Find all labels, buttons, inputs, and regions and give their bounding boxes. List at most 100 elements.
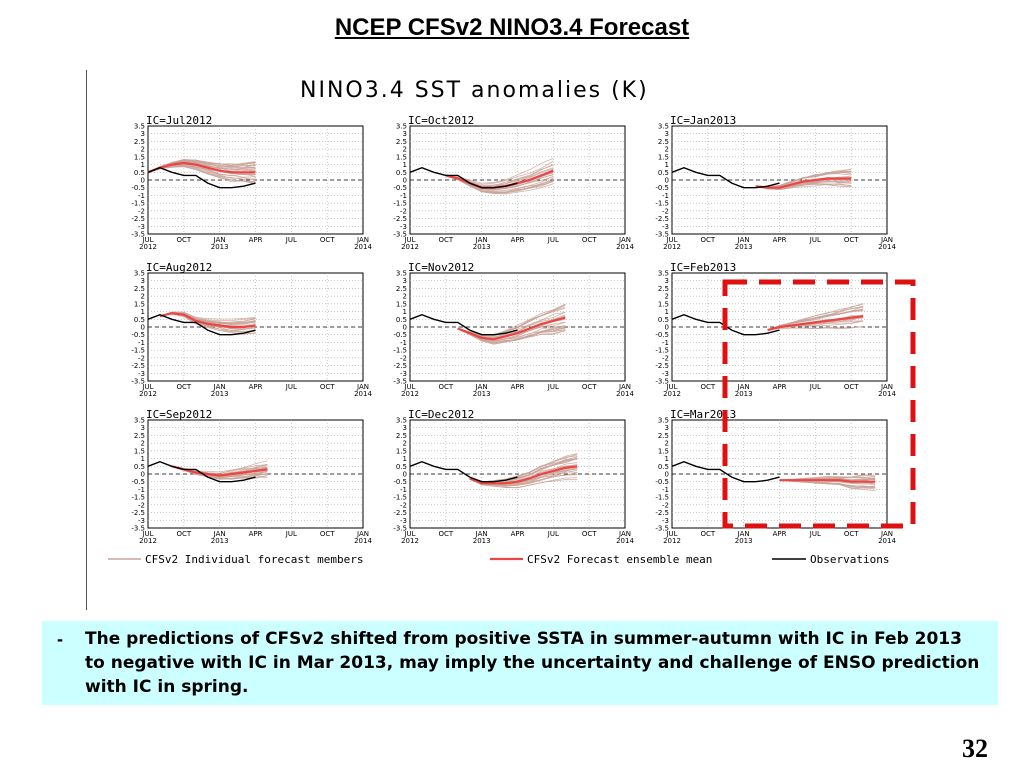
y-tick-label: 0	[403, 177, 407, 185]
x-tick-label: JUL	[547, 236, 559, 244]
y-tick-label: 2.5	[658, 138, 669, 146]
x-tick-year: 2013	[211, 390, 229, 398]
y-tick-label: 2	[665, 293, 669, 301]
y-tick-label: -3	[662, 517, 669, 525]
y-tick-label: 2	[665, 146, 669, 154]
y-tick-label: -1.5	[131, 347, 145, 355]
x-tick-label: JUL	[665, 383, 677, 391]
y-tick-label: -1.5	[131, 494, 145, 502]
forecast-member-line	[767, 305, 864, 331]
y-tick-label: 2.5	[658, 432, 669, 440]
y-tick-label: 1	[141, 161, 145, 169]
x-tick-label: JAN	[356, 530, 369, 538]
x-tick-label: JAN	[880, 530, 893, 538]
legend: CFSv2 Individual forecast members CFSv2 F…	[108, 553, 889, 566]
x-tick-label: JUL	[141, 530, 153, 538]
x-tick-label: OCT	[700, 236, 715, 244]
panel-title: IC=Oct2012	[408, 114, 474, 127]
y-tick-label: -3	[400, 370, 407, 378]
y-tick-label: -2	[400, 501, 407, 509]
x-tick-year: 2013	[473, 390, 491, 398]
x-tick-label: APR	[773, 236, 787, 244]
page-number: 32	[962, 734, 988, 763]
observations-line	[147, 313, 256, 336]
x-tick-label: JUL	[665, 530, 677, 538]
panel-title: IC=Feb2013	[670, 261, 736, 274]
y-tick-label: -2	[138, 207, 145, 215]
legend-label: CFSv2 Individual forecast members	[145, 553, 364, 566]
x-tick-label: JUL	[403, 530, 415, 538]
y-tick-label: 3.5	[134, 417, 145, 425]
y-tick-label: 1	[403, 455, 407, 463]
y-tick-label: 1.5	[134, 300, 145, 308]
y-tick-label: -0.5	[131, 478, 145, 486]
x-tick-label: JUL	[403, 383, 415, 391]
y-tick-label: 3	[403, 424, 407, 432]
y-tick-label: 2.5	[134, 138, 145, 146]
x-tick-label: OCT	[438, 236, 453, 244]
y-tick-label: -1.5	[655, 200, 669, 208]
y-tick-label: -1	[400, 192, 407, 200]
y-tick-label: -1	[138, 192, 145, 200]
y-tick-label: 0.5	[396, 169, 407, 177]
y-tick-label: 2	[403, 293, 407, 301]
x-tick-label: OCT	[582, 383, 597, 391]
y-tick-label: 0.5	[658, 169, 669, 177]
forecast-member-line	[457, 328, 566, 345]
x-tick-year: 2014	[878, 390, 896, 398]
x-tick-label: OCT	[320, 236, 335, 244]
y-tick-label: 1	[141, 455, 145, 463]
y-tick-label: 2.5	[396, 138, 407, 146]
y-tick-label: -3	[662, 223, 669, 231]
y-tick-label: 1.5	[396, 300, 407, 308]
observations-line	[147, 460, 256, 483]
y-tick-label: 1	[403, 161, 407, 169]
y-tick-label: -3.5	[131, 231, 145, 239]
x-tick-label: OCT	[438, 530, 453, 538]
y-tick-label: -2	[400, 207, 407, 215]
observations-line	[147, 166, 256, 189]
x-tick-label: OCT	[844, 383, 859, 391]
y-tick-label: -1	[662, 192, 669, 200]
x-tick-label: JAN	[475, 236, 488, 244]
y-tick-label: -3.5	[655, 378, 669, 386]
forecast-panel: IC=Feb20133.532.521.510.50-0.5-1-1.5-2-2…	[655, 261, 896, 398]
x-tick-label: APR	[249, 530, 263, 538]
panel-title: IC=Jul2012	[146, 114, 212, 127]
x-tick-year: 2014	[616, 243, 634, 251]
x-tick-year: 2013	[211, 537, 229, 545]
y-tick-label: 3	[403, 277, 407, 285]
y-tick-label: 0.5	[134, 463, 145, 471]
x-tick-label: JUL	[285, 236, 297, 244]
x-tick-label: JUL	[285, 530, 297, 538]
x-tick-year: 2013	[473, 537, 491, 545]
y-tick-label: -3.5	[393, 525, 407, 533]
x-tick-label: JAN	[737, 530, 750, 538]
x-tick-year: 2014	[878, 243, 896, 251]
x-tick-label: JUL	[809, 383, 821, 391]
y-tick-label: 3.5	[396, 123, 407, 131]
x-tick-year: 2014	[616, 537, 634, 545]
y-tick-label: 1.5	[396, 447, 407, 455]
y-tick-label: 3	[141, 130, 145, 138]
y-tick-label: 3.5	[396, 270, 407, 278]
x-tick-year: 2013	[735, 243, 753, 251]
y-tick-label: 1.5	[658, 447, 669, 455]
x-tick-year: 2013	[473, 243, 491, 251]
y-tick-label: -2.5	[131, 362, 145, 370]
ensemble-mean-line	[171, 465, 268, 477]
forecast-member-line	[457, 326, 566, 344]
observations-line	[409, 166, 518, 189]
slide-title: NCEP CFSv2 NINO3.4 Forecast	[334, 14, 690, 41]
ensemble-mean-line	[767, 315, 864, 332]
y-tick-label: 1.5	[134, 153, 145, 161]
x-tick-label: JAN	[618, 530, 631, 538]
y-tick-label: 2.5	[396, 432, 407, 440]
observations-line	[409, 313, 518, 336]
y-tick-label: 0	[665, 471, 669, 479]
x-tick-label: APR	[773, 530, 787, 538]
y-tick-label: -3	[662, 370, 669, 378]
forecast-panel: IC=Mar20133.532.521.510.50-0.5-1-1.5-2-2…	[655, 408, 896, 545]
forecast-panel: IC=Jan20133.532.521.510.50-0.5-1-1.5-2-2…	[655, 114, 896, 251]
y-tick-label: -2	[400, 354, 407, 362]
